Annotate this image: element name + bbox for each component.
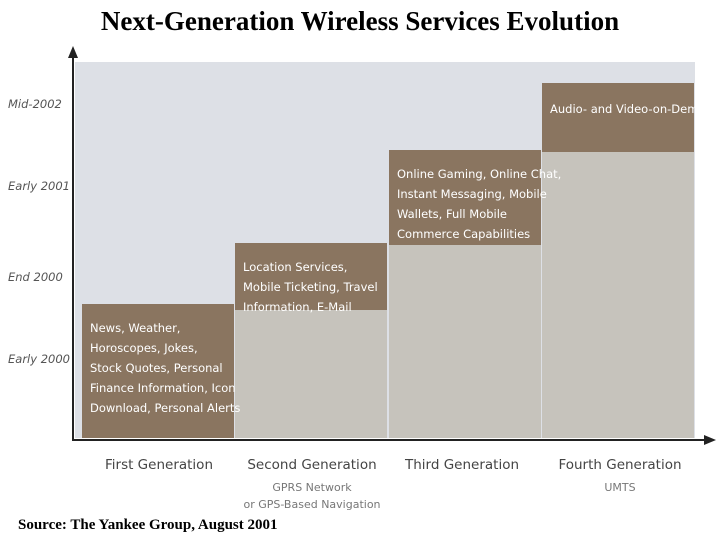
service-text-1-2: Horoscopes, Jokes,: [90, 341, 198, 355]
y-tick-label-2: End 2000: [8, 270, 63, 284]
service-text-3-2: Instant Messaging, Mobile: [397, 187, 547, 201]
service-text-2-1: Location Services,: [243, 260, 347, 274]
service-text-3-4: Commerce Capabilities: [397, 227, 530, 241]
chart-title: Next-Generation Wireless Services Evolut…: [100, 6, 620, 36]
y-axis-arrow: [68, 46, 78, 58]
service-text-3-1: Online Gaming, Online Chat,: [397, 167, 561, 181]
category-label-4: Fourth Generation: [558, 457, 681, 473]
service-text-4-1: Audio- and Video-on-Demand: [550, 102, 720, 116]
y-tick-label-1: Early 2000: [8, 352, 70, 366]
service-text-2-3: Information, E-Mail: [243, 300, 352, 314]
service-box-4: [542, 83, 694, 152]
service-text-1-4: Finance Information, Icon: [90, 381, 236, 395]
x-axis-arrow: [704, 435, 716, 445]
service-text-1-5: Download, Personal Alerts: [90, 401, 240, 415]
category-label-3: Third Generation: [404, 457, 519, 473]
service-text-1-1: News, Weather,: [90, 321, 180, 335]
category-label-1: First Generation: [105, 457, 213, 473]
service-box-1: [82, 304, 234, 438]
y-axis-labels: Early 2000 End 2000 Early 2001 Mid-2002: [8, 97, 70, 366]
y-tick-label-3: Early 2001: [8, 179, 70, 193]
service-boxes: News, Weather, Horoscopes, Jokes, Stock Qu…: [82, 83, 720, 438]
service-text-2-2: Mobile Ticketing, Travel: [243, 280, 378, 294]
service-text-1-3: Stock Quotes, Personal: [90, 361, 223, 375]
service-box-2: [235, 243, 387, 310]
category-subtitle-2-1: GPRS Network: [272, 481, 352, 494]
category-label-2: Second Generation: [247, 457, 376, 473]
source-note: Source: The Yankee Group, August 2001: [18, 517, 278, 533]
category-subtitle-4-1: UMTS: [604, 481, 635, 494]
service-text-3-3: Wallets, Full Mobile: [397, 207, 507, 221]
x-axis-labels: First Generation Second Generation GPRS Ne…: [105, 457, 682, 511]
category-subtitle-2-2: or GPS-Based Navigation: [243, 498, 380, 511]
y-tick-label-4: Mid-2002: [8, 97, 62, 111]
service-box-3: [389, 150, 541, 245]
